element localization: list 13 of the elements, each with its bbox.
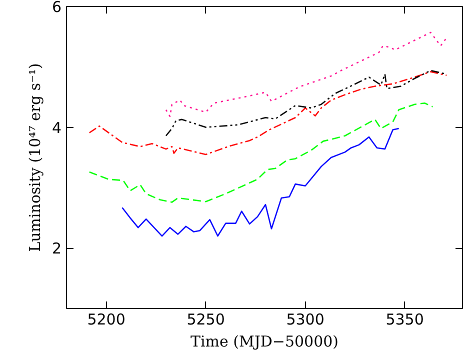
y-axis-title: Luminosity (10⁴⁷ erg s⁻¹) (26, 63, 44, 252)
x-tick-label: 5200 (87, 310, 126, 328)
line-series (88, 71, 448, 156)
line-series (88, 102, 434, 203)
y-tick-label: 2 (52, 240, 62, 258)
line-series (122, 128, 400, 237)
x-axis-title: Time (MJD−50000) (190, 332, 339, 350)
x-tick-label: 5350 (386, 310, 424, 328)
line-series (165, 32, 448, 118)
y-tick-label: 6 (52, 0, 62, 16)
y-tick-label: 4 (52, 118, 62, 137)
x-tick-label: 5300 (286, 310, 324, 328)
x-tick-label: 5250 (186, 310, 225, 328)
